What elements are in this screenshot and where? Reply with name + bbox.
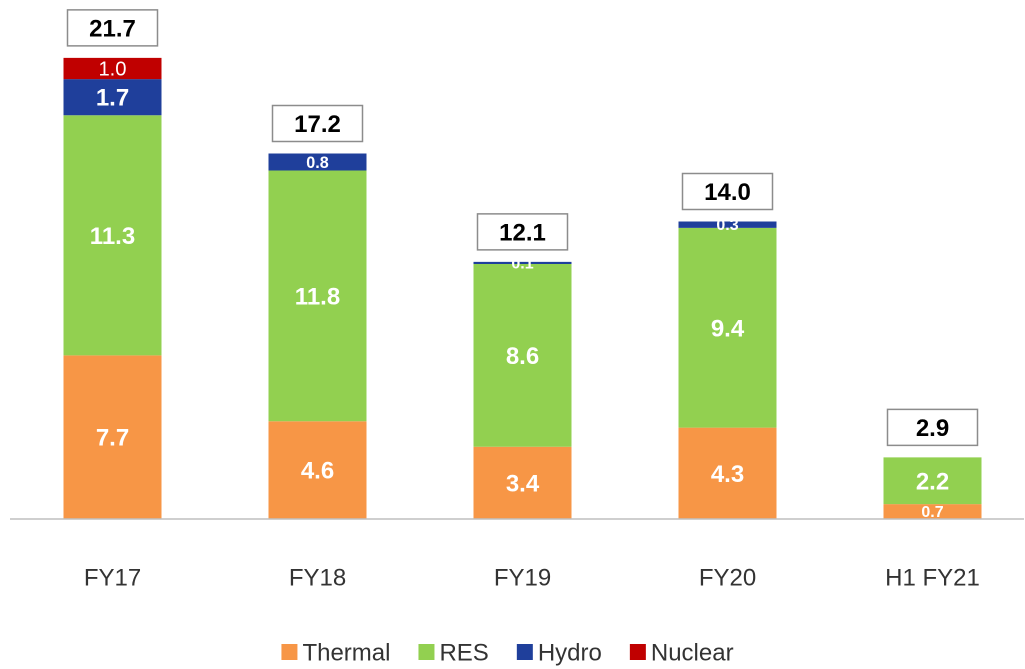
bar-segment <box>268 421 367 519</box>
data-label: 11.3 <box>90 223 135 250</box>
bar-segment <box>63 79 162 116</box>
legend-label: Thermal <box>302 640 390 667</box>
bar-segment <box>678 227 777 428</box>
bar-segment <box>268 153 367 171</box>
total-box <box>271 104 364 143</box>
data-label: 1.0 <box>98 59 126 81</box>
bar-segment <box>63 115 162 356</box>
legend-label: Hydro <box>538 640 602 667</box>
bar-segment <box>473 264 572 447</box>
legend-label: RES <box>439 640 488 667</box>
x-tick-label: FY17 <box>84 565 141 592</box>
total-label: 2.9 <box>916 415 949 442</box>
legend-label: Nuclear <box>651 640 734 667</box>
data-label: 3.4 <box>506 470 540 497</box>
legend-swatch <box>516 644 533 660</box>
legend-swatch <box>281 644 298 660</box>
data-label: 4.3 <box>711 461 744 488</box>
bar-segment <box>678 221 777 228</box>
x-tick-label: FY20 <box>699 565 756 592</box>
total-label: 12.1 <box>499 219 546 246</box>
bar-segment <box>883 457 982 505</box>
bar-segment <box>268 170 367 422</box>
x-tick-label: FY19 <box>494 565 551 592</box>
data-label: 7.7 <box>96 425 129 452</box>
total-label: 21.7 <box>89 15 136 42</box>
total-box <box>681 172 774 211</box>
bar-segment <box>63 57 162 80</box>
data-label: 0.7 <box>921 504 943 521</box>
total-box <box>476 213 569 251</box>
data-label: 4.6 <box>301 458 334 485</box>
data-label: 9.4 <box>711 315 745 342</box>
legend-swatch <box>418 644 435 660</box>
data-label: 0.1 <box>511 255 533 272</box>
legend: Thermal RES Hydro Nuclear <box>281 640 734 667</box>
bar-segment <box>473 261 572 264</box>
data-label: 11.8 <box>295 283 340 310</box>
total-label: 17.2 <box>294 111 341 138</box>
bar-segment <box>678 427 777 519</box>
total-label: 14.0 <box>704 179 751 206</box>
bar-segment <box>63 355 162 519</box>
data-label: 2.2 <box>916 468 949 495</box>
x-tick-label: H1 FY21 <box>885 565 980 592</box>
total-box <box>886 408 979 447</box>
bar-segment <box>883 504 982 519</box>
data-label: 8.6 <box>506 343 539 370</box>
x-tick-label: FY18 <box>289 565 346 592</box>
bar-segment <box>473 446 572 519</box>
data-label: 0.8 <box>306 154 328 172</box>
legend-swatch <box>629 644 646 660</box>
data-label: 1.7 <box>96 85 129 112</box>
total-box <box>66 9 159 47</box>
data-label: 0.3 <box>716 217 738 234</box>
